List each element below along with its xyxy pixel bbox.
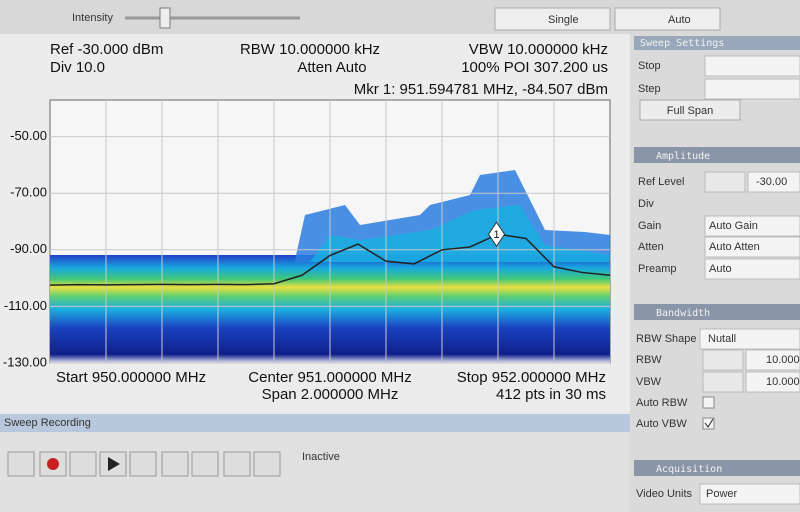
section-title: Sweep Settings bbox=[640, 38, 724, 49]
spin-buttons[interactable] bbox=[702, 371, 744, 393]
full-span-button[interactable] bbox=[639, 99, 741, 121]
section-header bbox=[634, 147, 800, 163]
rewind-button[interactable] bbox=[191, 451, 219, 477]
section-header bbox=[634, 304, 800, 320]
auto-label: Auto bbox=[668, 14, 691, 26]
stop-text: Stop 952.000000 MHz bbox=[457, 369, 606, 386]
field-value: Auto Atten bbox=[709, 241, 760, 253]
stop-button[interactable] bbox=[129, 451, 157, 477]
y-tick-label: -90.00 bbox=[10, 241, 47, 256]
open-button[interactable] bbox=[7, 451, 35, 477]
y-tick-label: -50.00 bbox=[10, 128, 47, 143]
plot: -50.00 -70.00 -90.00 -110.00 -130.00 1 bbox=[3, 100, 611, 369]
div-text: Div 10.0 bbox=[50, 59, 105, 76]
field-label: Atten bbox=[638, 241, 664, 253]
atten-text: Atten Auto bbox=[297, 59, 366, 76]
single-label: Single bbox=[548, 14, 579, 26]
center-text: Center 951.000000 MHz bbox=[248, 369, 411, 386]
section-header bbox=[634, 460, 800, 476]
field-value: 10.000 bbox=[766, 354, 800, 366]
field-value: -30.00 bbox=[756, 176, 787, 188]
field-label: Auto RBW bbox=[636, 397, 688, 409]
button-label: Full Span bbox=[667, 105, 713, 117]
spin-buttons[interactable] bbox=[702, 349, 744, 371]
field-value: Auto bbox=[709, 263, 732, 275]
field-label: RBW Shape bbox=[636, 333, 697, 345]
check-icon bbox=[704, 418, 714, 428]
field-label: Div bbox=[638, 198, 654, 210]
single-button[interactable] bbox=[494, 7, 611, 31]
points-text: 412 pts in 30 ms bbox=[496, 386, 606, 403]
recording-bar bbox=[0, 414, 630, 432]
field-label: Step bbox=[638, 83, 661, 95]
auto-rbw-checkbox[interactable] bbox=[702, 396, 715, 409]
span-text: Span 2.000000 MHz bbox=[262, 386, 399, 403]
spin-buttons[interactable] bbox=[704, 171, 746, 193]
vbw-input[interactable] bbox=[745, 371, 800, 393]
atten-select[interactable] bbox=[704, 236, 800, 258]
play-icon bbox=[108, 457, 120, 471]
field-label: Auto VBW bbox=[636, 418, 687, 430]
y-tick-label: -110.00 bbox=[4, 298, 47, 313]
vbw-text: VBW 10.000000 kHz bbox=[469, 41, 608, 58]
auto-button[interactable] bbox=[614, 7, 721, 31]
record-icon bbox=[47, 458, 59, 470]
recording-buttons bbox=[7, 451, 281, 477]
marker-readout: Mkr 1: 951.594781 MHz, -84.507 dBm bbox=[354, 81, 608, 98]
y-tick-label: -70.00 bbox=[10, 185, 47, 200]
save-button[interactable] bbox=[69, 451, 97, 477]
field-label: RBW bbox=[636, 354, 662, 366]
auto-vbw-checkbox[interactable] bbox=[702, 417, 715, 430]
stop-input[interactable] bbox=[704, 55, 800, 77]
marker bbox=[487, 221, 506, 248]
field-label: VBW bbox=[636, 376, 662, 388]
marker-label: 1 bbox=[493, 229, 499, 241]
recording-title: Sweep Recording bbox=[4, 417, 91, 429]
pause-button[interactable] bbox=[161, 451, 189, 477]
trace bbox=[49, 233, 611, 286]
section-title: Bandwidth bbox=[656, 308, 710, 319]
field-label: Video Units bbox=[636, 488, 693, 500]
section-header bbox=[634, 36, 800, 50]
field-value: 10.000 bbox=[766, 376, 800, 388]
poi-text: 100% POI 307.200 us bbox=[461, 59, 608, 76]
field-label: Preamp bbox=[638, 263, 677, 275]
recording-status: Inactive bbox=[302, 451, 340, 463]
preamp-select[interactable] bbox=[704, 258, 800, 280]
section-title: Acquisition bbox=[656, 464, 722, 475]
section-title: Amplitude bbox=[656, 151, 710, 162]
field-value: Power bbox=[706, 488, 738, 500]
field-label: Ref Level bbox=[638, 176, 684, 188]
step-input[interactable] bbox=[704, 78, 800, 100]
shape-select[interactable] bbox=[699, 328, 800, 350]
field-value: Auto Gain bbox=[709, 220, 758, 232]
gain-select[interactable] bbox=[704, 215, 800, 237]
next-button[interactable] bbox=[253, 451, 281, 477]
rbw-input[interactable] bbox=[745, 349, 800, 371]
rbw-text: RBW 10.000000 kHz bbox=[240, 41, 380, 58]
field-label: Stop bbox=[638, 60, 661, 72]
ref-text: Ref -30.000 dBm bbox=[50, 41, 163, 58]
slider-thumb[interactable] bbox=[159, 7, 171, 29]
start-text: Start 950.000000 MHz bbox=[56, 369, 206, 386]
ref-input[interactable] bbox=[747, 171, 800, 193]
prev-button[interactable] bbox=[223, 451, 251, 477]
field-value: Nutall bbox=[708, 333, 736, 345]
units-select[interactable] bbox=[699, 483, 800, 505]
intensity-label: Intensity bbox=[72, 12, 113, 24]
y-tick-label: -130.00 bbox=[3, 354, 47, 369]
field-label: Gain bbox=[638, 220, 661, 232]
